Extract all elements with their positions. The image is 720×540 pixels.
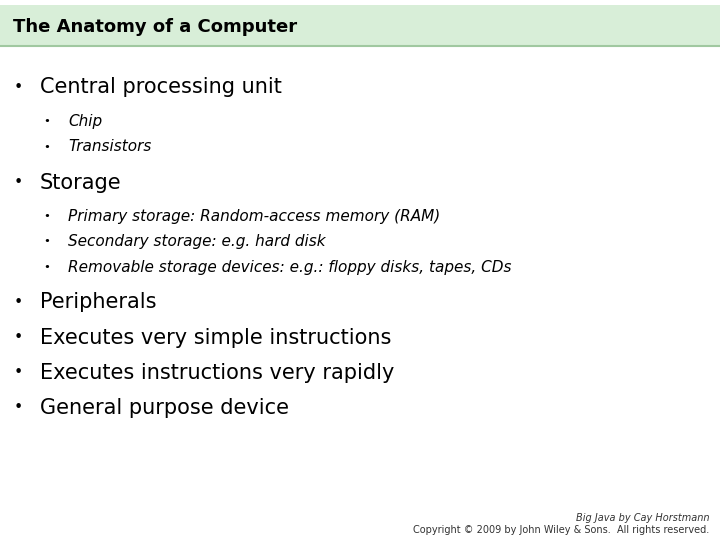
FancyBboxPatch shape (0, 5, 720, 46)
Text: •: • (14, 175, 22, 190)
Text: Primary storage: Random-access memory (RAM): Primary storage: Random-access memory (R… (68, 208, 441, 224)
Text: Executes instructions very rapidly: Executes instructions very rapidly (40, 362, 394, 383)
Text: Transistors: Transistors (68, 139, 152, 154)
Text: •: • (14, 80, 22, 95)
Text: Chip: Chip (68, 114, 102, 129)
Text: •: • (43, 262, 50, 272)
Text: General purpose device: General purpose device (40, 397, 289, 418)
Text: Secondary storage: e.g. hard disk: Secondary storage: e.g. hard disk (68, 234, 326, 249)
Text: •: • (43, 117, 50, 126)
Text: Central processing unit: Central processing unit (40, 77, 282, 98)
Text: Storage: Storage (40, 172, 121, 193)
Text: Removable storage devices: e.g.: floppy disks, tapes, CDs: Removable storage devices: e.g.: floppy … (68, 260, 512, 275)
Text: •: • (14, 400, 22, 415)
Text: •: • (14, 295, 22, 310)
Text: Executes very simple instructions: Executes very simple instructions (40, 327, 391, 348)
Text: The Anatomy of a Computer: The Anatomy of a Computer (13, 18, 297, 36)
Text: •: • (14, 330, 22, 345)
Text: •: • (43, 211, 50, 221)
Text: •: • (43, 142, 50, 152)
Text: •: • (43, 237, 50, 246)
Text: Peripherals: Peripherals (40, 292, 156, 313)
Text: •: • (14, 365, 22, 380)
Text: Copyright © 2009 by John Wiley & Sons.  All rights reserved.: Copyright © 2009 by John Wiley & Sons. A… (413, 525, 709, 535)
Text: Big Java by Cay Horstmann: Big Java by Cay Horstmann (576, 514, 709, 523)
